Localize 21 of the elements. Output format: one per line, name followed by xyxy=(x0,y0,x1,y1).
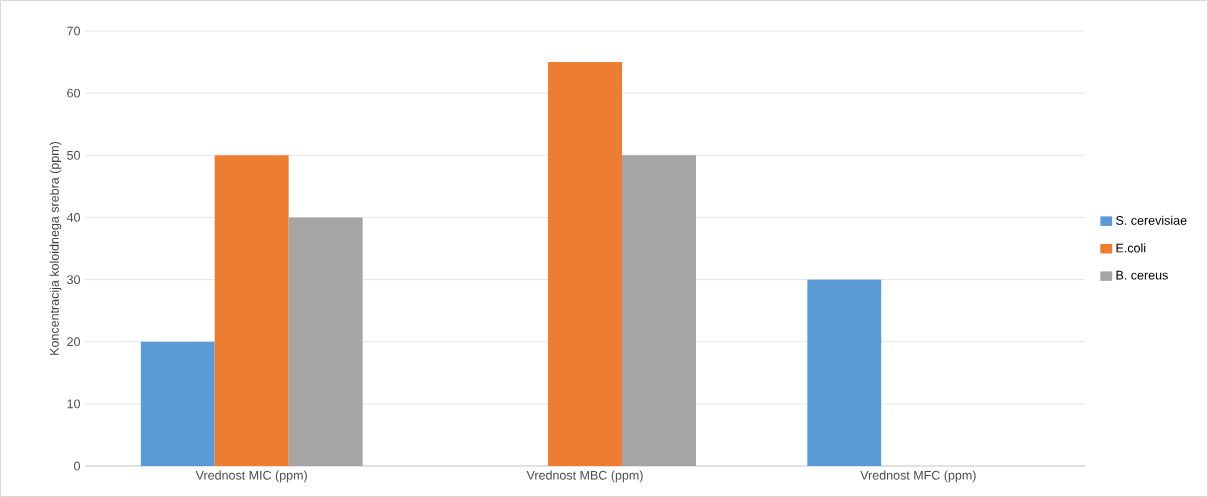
bar xyxy=(288,217,363,466)
y-tick-label: 60 xyxy=(67,88,81,98)
y-tick-label: 0 xyxy=(74,461,81,471)
y-tick-label: 40 xyxy=(66,213,81,222)
bar xyxy=(807,279,882,466)
y-tick-label: 20 xyxy=(67,337,81,347)
y-axis-title: Koncentracija koloidnega srebra (ppm) xyxy=(49,141,62,355)
y-tick-label: 10 xyxy=(67,399,81,409)
y-tick-label: 70 xyxy=(67,26,81,36)
y-tick-label: 50 xyxy=(67,150,81,160)
legend-label: B. cereus xyxy=(1116,270,1168,280)
bar xyxy=(140,341,215,466)
x-tick-label: Vrednost MIC (ppm) xyxy=(195,470,307,483)
bar xyxy=(214,155,289,466)
legend-label: E.coli xyxy=(1116,243,1146,253)
legend-label: S. cerevisiae xyxy=(1116,215,1187,225)
x-tick-label: Vrednost MFC (ppm) xyxy=(860,470,976,483)
bar xyxy=(622,155,697,466)
x-tick-label: Vrednost MBC (ppm) xyxy=(526,470,643,483)
bar xyxy=(548,62,623,466)
y-tick-label: 30 xyxy=(67,275,81,285)
